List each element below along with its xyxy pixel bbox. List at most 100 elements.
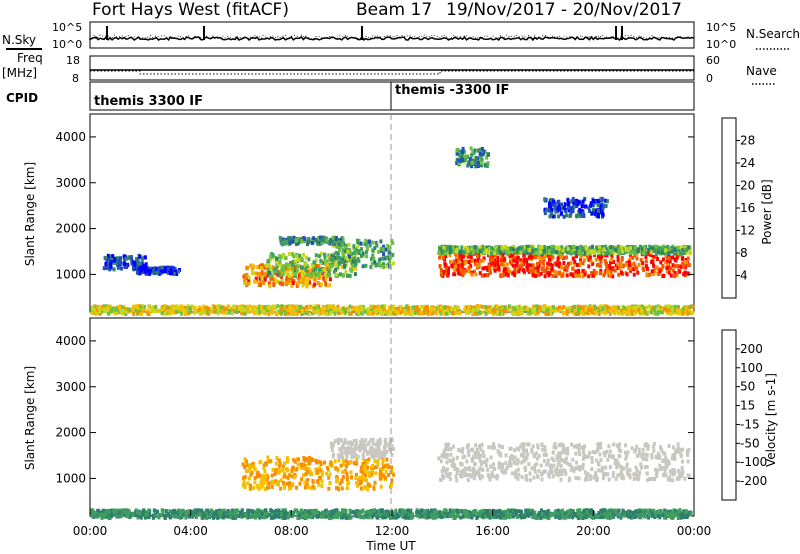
range-gate-cell (574, 476, 578, 480)
range-gate-cell (548, 262, 552, 267)
range-gate-cell (475, 447, 479, 452)
range-gate-cell (285, 304, 289, 309)
range-gate-cell (578, 263, 582, 268)
range-gate-cell (384, 437, 388, 442)
range-gate-cell (644, 259, 648, 264)
range-gate-cell (488, 263, 492, 268)
range-gate-cell (504, 461, 508, 466)
range-gate-cell (280, 255, 284, 260)
range-gate-cell (371, 447, 375, 451)
range-gate-cell (354, 438, 358, 443)
range-gate-cell (327, 268, 331, 273)
range-gate-cell (132, 311, 136, 316)
range-gate-cell (391, 307, 395, 312)
range-gate-cell (330, 448, 334, 453)
range-gate-cell (564, 255, 568, 260)
range-gate-cell (506, 267, 510, 272)
range-gate-cell (358, 307, 361, 312)
range-gate-cell (613, 268, 617, 273)
range-gate-cell (589, 476, 593, 481)
range-gate-cell (441, 310, 445, 315)
range-gate-cell (637, 308, 641, 313)
range-gate-cell (350, 268, 353, 273)
range-gate-cell (275, 311, 279, 316)
range-gate-cell (522, 446, 526, 451)
range-gate-cell (289, 237, 293, 242)
beam-label: Beam 17 (356, 0, 432, 20)
figure-title: Fort Hays West (fitACF) (92, 0, 289, 20)
range-gate-cell (286, 263, 290, 268)
range-gate-cell (262, 481, 266, 486)
range-gate-cell (320, 473, 324, 478)
range-gate-cell (266, 307, 270, 312)
range-gate-cell (567, 262, 570, 267)
range-gate-cell (613, 308, 617, 313)
range-gate-cell (520, 249, 524, 254)
range-gate-cell (591, 261, 595, 266)
range-gate-cell (342, 307, 346, 312)
range-gate-cell (306, 478, 310, 482)
range-gate-cell (355, 311, 358, 316)
range-gate-cell (572, 204, 576, 209)
range-gate-cell (266, 459, 270, 464)
range-gate-cell (376, 439, 380, 444)
range-gate-cell (366, 450, 370, 455)
range-gate-cell (136, 262, 140, 266)
range-gate-cell (386, 310, 390, 315)
range-gate-cell (456, 267, 460, 272)
range-gate-cell (337, 458, 341, 463)
range-gate-cell (466, 466, 470, 471)
range-gate-cell (252, 485, 256, 490)
range-gate-cell (381, 450, 384, 455)
range-gate-cell (604, 269, 608, 274)
range-gate-cell (390, 478, 394, 483)
range-gate-cell (589, 203, 593, 208)
range-gate-cell (376, 449, 380, 454)
range-gate-cell (629, 255, 632, 260)
range-gate-cell (547, 245, 551, 250)
range-gate-cell (374, 263, 378, 268)
range-gate-cell (479, 461, 483, 466)
range-gate-cell (256, 484, 260, 489)
range-gate-cell (641, 447, 645, 452)
range-gate-cell (260, 270, 264, 275)
range-gate-cell (374, 471, 378, 476)
range-gate-cell (314, 269, 318, 274)
range-gate-cell (540, 443, 544, 448)
range-gate-cell (329, 239, 332, 244)
noise-tick-right-top: 10^5 (706, 21, 736, 34)
range-gate-cell (154, 267, 158, 272)
range-gate-cell (160, 307, 164, 312)
range-gate-cell (354, 441, 358, 446)
range-gate-cell (533, 469, 537, 474)
range-gate-cell (370, 452, 374, 457)
range-gate-cell (276, 480, 280, 485)
freq-unit-label: [MHz] (2, 66, 37, 80)
range-gate-cell (292, 254, 296, 259)
range-gate-cell (291, 474, 294, 479)
range-gate-cell (330, 242, 334, 247)
range-gate-cell (667, 443, 671, 448)
range-gate-cell (645, 471, 649, 476)
range-gate-cell (365, 460, 369, 465)
range-gate-cell (249, 472, 253, 477)
range-gate-cell (580, 248, 584, 253)
range-gate-cell (566, 446, 570, 451)
range-gate-cell (344, 270, 348, 275)
range-gate-cell (661, 244, 665, 249)
range-gate-cell (634, 465, 638, 470)
range-gate-cell (291, 239, 295, 244)
range-gate-cell (144, 269, 148, 274)
range-gate-cell (599, 252, 603, 257)
range-gate-cell (566, 197, 570, 202)
range-gate-cell (271, 265, 275, 270)
range-gate-cell (317, 482, 321, 487)
range-gate-cell (303, 485, 307, 490)
range-gate-cell (371, 442, 375, 446)
range-gate-cell (363, 242, 367, 247)
range-gate-cell (296, 304, 300, 309)
range-gate-cell (483, 163, 487, 168)
range-gate-cell (501, 260, 505, 265)
range-gate-cell (526, 452, 530, 457)
